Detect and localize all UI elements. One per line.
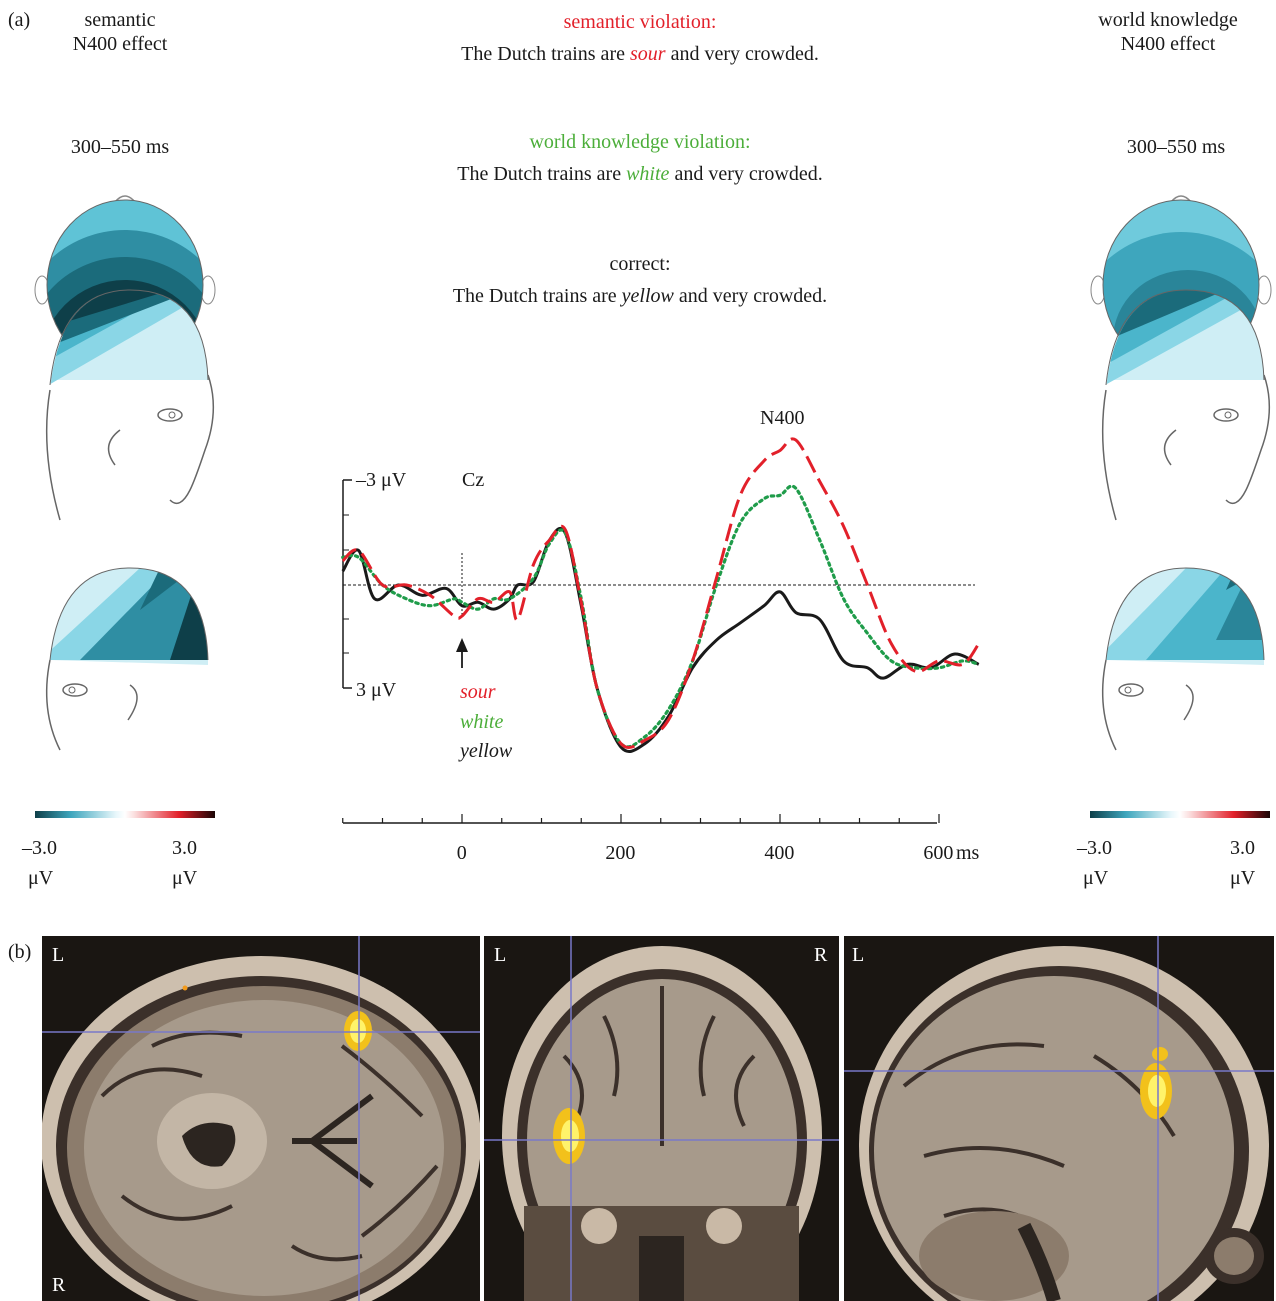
series-line-yellow xyxy=(341,527,980,753)
time-window-right: 300–550 ms xyxy=(1126,136,1226,158)
legend-white: white xyxy=(460,711,504,733)
right-topography-maps xyxy=(1090,195,1272,751)
legend-yellow: yellow xyxy=(460,740,513,762)
semantic-sentence: The Dutch trains are sour and very crowd… xyxy=(461,43,819,65)
correct-block: correct: The Dutch trains are yellow and… xyxy=(340,252,940,308)
coronal-label-left: L xyxy=(494,944,507,966)
world-violation-block: world knowledge violation: The Dutch tra… xyxy=(340,130,940,186)
x-tick-label: 400 xyxy=(764,842,795,864)
panel-b-label: (b) xyxy=(8,941,32,963)
mri-sagittal-view: L xyxy=(844,936,1274,1301)
colorbar-left xyxy=(35,811,215,818)
erp-chart xyxy=(341,437,981,824)
y-bottom-label: 3 μV xyxy=(356,679,397,701)
left-topography-maps xyxy=(34,195,216,751)
colorbar-left-max: 3.0 μV xyxy=(172,837,198,889)
mri-sagittal-image xyxy=(859,946,1269,1301)
mri-axial-view: L R xyxy=(42,936,480,1301)
axial-label-left: L xyxy=(52,944,65,966)
x-tick-label: 0 xyxy=(456,842,467,864)
y-top-label: –3 μV xyxy=(356,469,407,491)
mri-coronal-view: L R xyxy=(484,936,839,1301)
semantic-violation-block: semantic violation: The Dutch trains are… xyxy=(340,10,940,66)
colorbar-right xyxy=(1090,811,1270,818)
world-sentence: The Dutch trains are white and very crow… xyxy=(457,163,823,185)
world-heading: world knowledge violation: xyxy=(529,131,751,153)
colorbar-right-max: 3.0 μV xyxy=(1230,837,1256,889)
axial-label-bottom: R xyxy=(52,1274,66,1296)
correct-heading: correct: xyxy=(609,253,671,275)
x-unit-label: ms xyxy=(956,842,980,864)
n400-label: N400 xyxy=(760,407,805,429)
panel-a-label: (a) xyxy=(8,9,31,31)
sagittal-label-left: L xyxy=(852,944,865,966)
semantic-heading: semantic violation: xyxy=(563,11,717,33)
topmap-side-view-right xyxy=(1101,567,1265,751)
right-title: world knowledge N400 effect xyxy=(1098,9,1238,55)
erp-axes xyxy=(342,479,975,824)
x-tick-label: 200 xyxy=(605,842,636,864)
legend-sour: sour xyxy=(460,681,496,703)
mri-axial-image xyxy=(42,956,480,1301)
correct-sentence: The Dutch trains are yellow and very cro… xyxy=(452,285,828,307)
x-tick-label: 600 xyxy=(923,842,954,864)
left-title: semantic N400 effect xyxy=(72,9,168,55)
series-line-white xyxy=(341,484,981,749)
time-window-left: 300–550 ms xyxy=(70,136,170,158)
colorbar-left-min: –3.0 μV xyxy=(22,837,57,889)
colorbar-right-min: –3.0 μV xyxy=(1077,837,1112,889)
coronal-label-right: R xyxy=(814,944,828,966)
mri-coronal-image xyxy=(502,946,822,1301)
electrode-label: Cz xyxy=(462,469,485,491)
series-line-sour xyxy=(341,437,980,749)
